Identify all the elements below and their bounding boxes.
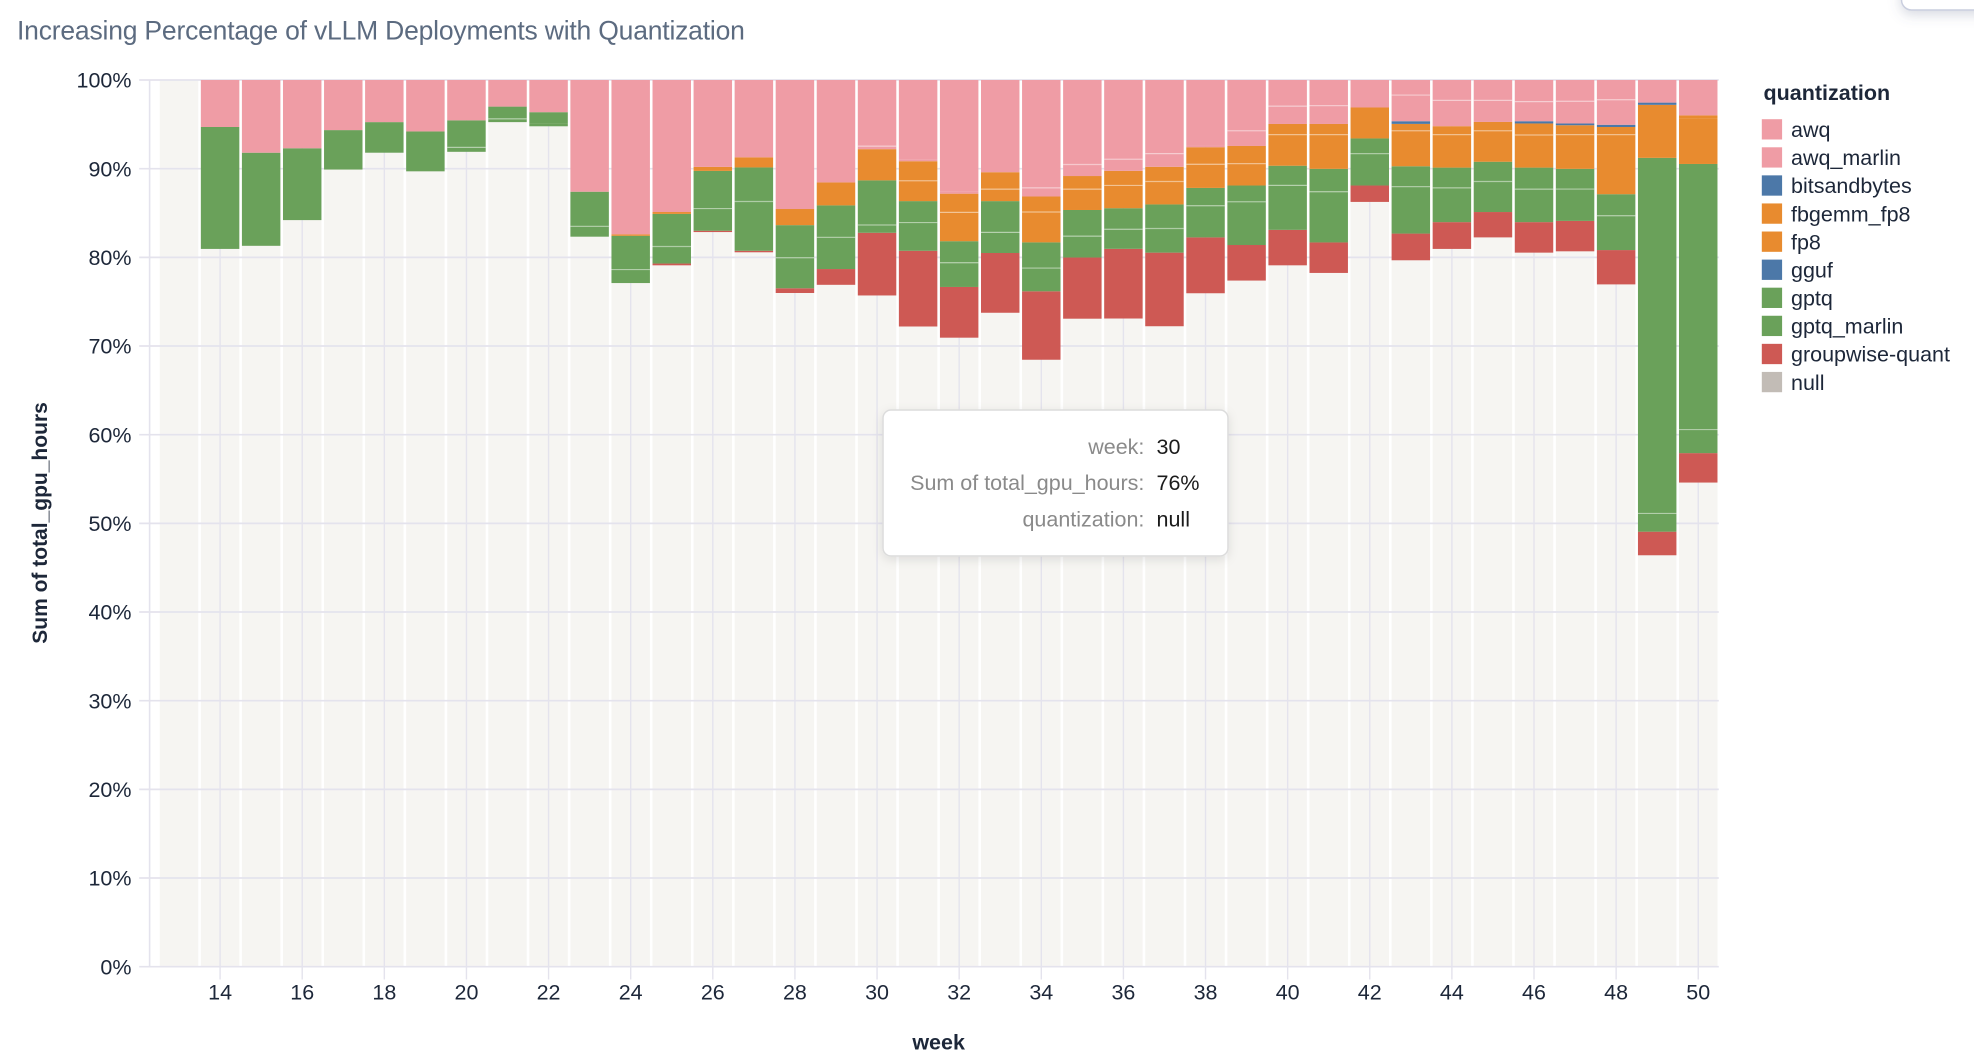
svg-text:Sum of total_gpu_hours: Sum of total_gpu_hours <box>29 402 52 644</box>
svg-text:48: 48 <box>1604 980 1628 1004</box>
svg-text:50: 50 <box>1686 980 1710 1004</box>
svg-text:gptq_marlin: gptq_marlin <box>1791 315 1903 339</box>
svg-text:36: 36 <box>1111 980 1135 1004</box>
svg-text:80%: 80% <box>88 246 131 270</box>
svg-text:awq_marlin: awq_marlin <box>1791 146 1901 170</box>
svg-text:gguf: gguf <box>1791 258 1833 282</box>
svg-text:40%: 40% <box>88 601 131 625</box>
svg-text:bitsandbytes: bitsandbytes <box>1791 174 1912 198</box>
svg-text:46: 46 <box>1522 980 1546 1004</box>
svg-text:14: 14 <box>208 980 232 1004</box>
svg-text:fbgemm_fp8: fbgemm_fp8 <box>1791 202 1911 226</box>
svg-text:awq: awq <box>1791 118 1830 142</box>
svg-text:60%: 60% <box>88 423 131 447</box>
svg-text:34: 34 <box>1029 980 1053 1004</box>
svg-text:40: 40 <box>1276 980 1300 1004</box>
svg-text:groupwise-quant: groupwise-quant <box>1791 343 1950 367</box>
svg-text:quantization: quantization <box>1764 81 1891 105</box>
svg-text:100%: 100% <box>77 69 132 93</box>
svg-text:76%: 76% <box>1157 471 1200 495</box>
svg-text:70%: 70% <box>88 335 131 359</box>
svg-text:30: 30 <box>865 980 889 1004</box>
svg-text:week: week <box>911 1031 965 1055</box>
svg-text:38: 38 <box>1194 980 1218 1004</box>
svg-text:quantization:: quantization: <box>1022 507 1144 531</box>
svg-text:30%: 30% <box>88 689 131 713</box>
svg-text:10%: 10% <box>88 867 131 891</box>
svg-text:16: 16 <box>290 980 314 1004</box>
svg-text:Increasing Percentage of vLLM: Increasing Percentage of vLLM Deployment… <box>17 16 745 46</box>
svg-text:22: 22 <box>537 980 561 1004</box>
svg-text:20%: 20% <box>88 778 131 802</box>
svg-text:null: null <box>1157 507 1190 531</box>
svg-text:20: 20 <box>454 980 478 1004</box>
svg-text:week:: week: <box>1087 435 1144 459</box>
svg-text:Sum of total_gpu_hours:: Sum of total_gpu_hours: <box>910 471 1144 495</box>
svg-text:fp8: fp8 <box>1791 230 1821 254</box>
svg-text:0%: 0% <box>100 955 131 979</box>
svg-text:28: 28 <box>783 980 807 1004</box>
svg-text:50%: 50% <box>88 512 131 536</box>
svg-text:gptq: gptq <box>1791 287 1833 311</box>
svg-text:32: 32 <box>947 980 971 1004</box>
svg-text:null: null <box>1791 371 1824 395</box>
svg-text:18: 18 <box>372 980 396 1004</box>
svg-text:90%: 90% <box>88 157 131 181</box>
svg-text:24: 24 <box>619 980 643 1004</box>
svg-text:42: 42 <box>1358 980 1382 1004</box>
svg-text:26: 26 <box>701 980 725 1004</box>
svg-text:44: 44 <box>1440 980 1464 1004</box>
svg-text:30: 30 <box>1157 435 1181 459</box>
